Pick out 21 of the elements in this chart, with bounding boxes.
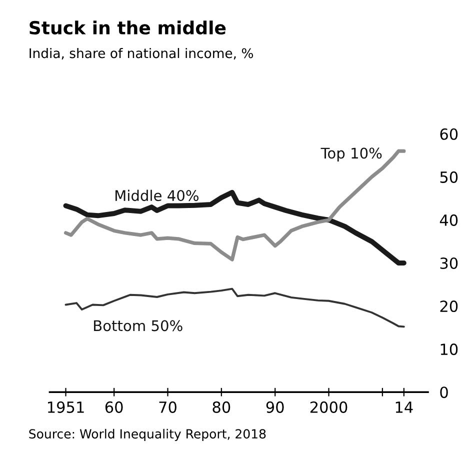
x-tick-label: 2000 (310, 401, 348, 413)
y-tick-label: 0 (440, 386, 448, 398)
source-note: Source: World Inequality Report, 2018 (29, 428, 266, 442)
chart-subtitle: India, share of national income, % (30, 48, 254, 60)
x-tick-label: 90 (266, 401, 284, 413)
y-tick-label: 50 (440, 171, 458, 183)
line-series (64, 149, 406, 262)
x-tick-label: 70 (159, 401, 176, 413)
y-tick-label: 20 (440, 300, 458, 312)
y-tick-label: 30 (440, 257, 458, 270)
chart-title: Stuck in the middle (30, 20, 226, 35)
x-tick-label: 80 (212, 401, 230, 413)
x-tick-label: 1951 (48, 401, 84, 413)
x-tick-label: 60 (105, 401, 123, 413)
series-label: Bottom 50% (94, 320, 182, 332)
series-label: Middle 40% (116, 190, 198, 202)
y-tick-label: 10 (440, 344, 458, 356)
y-tick-label: 40 (440, 214, 458, 226)
x-tick-label: 14 (396, 402, 413, 413)
series-label: Top 10% (320, 148, 382, 162)
y-tick-label: 60 (440, 128, 458, 140)
